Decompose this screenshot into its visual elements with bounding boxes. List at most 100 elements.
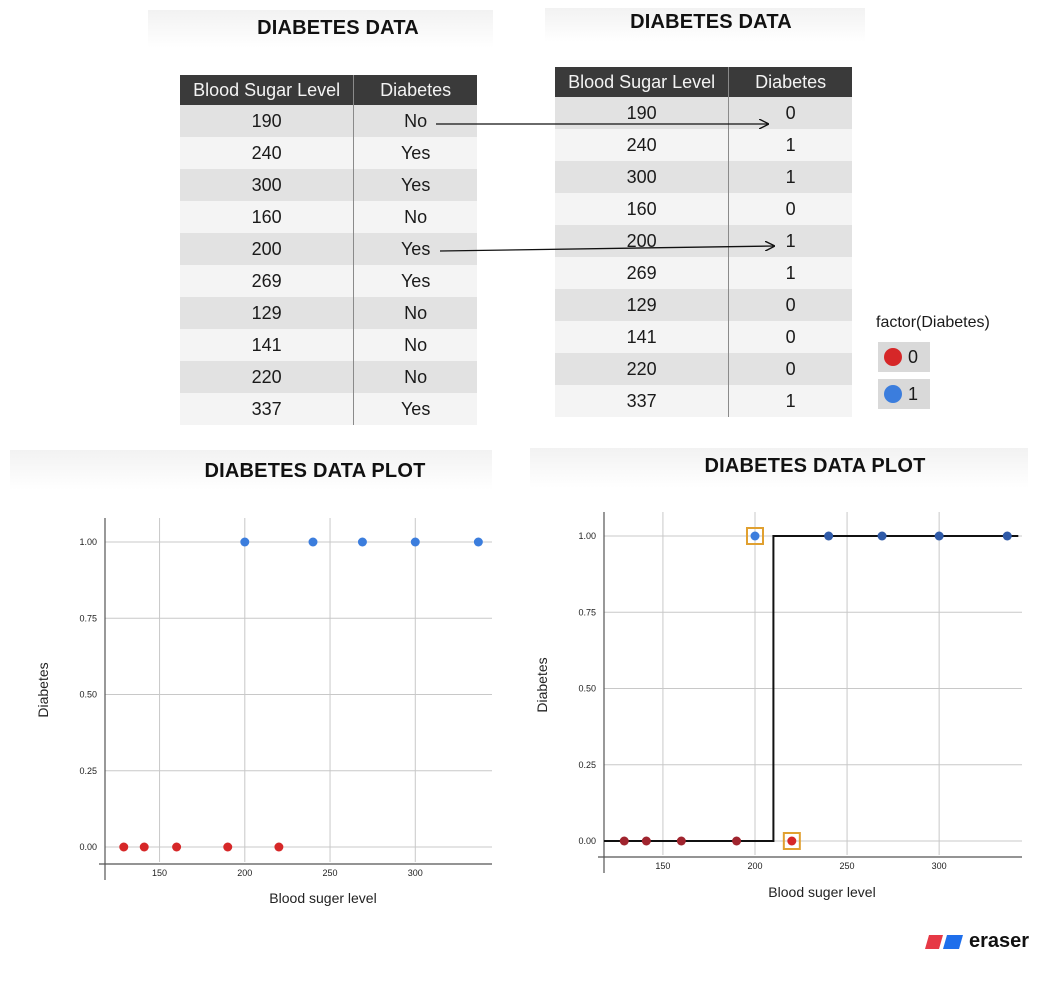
table-row: 129 No [180,297,477,329]
cell-sugar: 160 [180,201,355,233]
cell-diabetes: 1 [728,385,852,417]
data-point [732,836,742,846]
left-col-header-sugar: Blood Sugar Level [180,75,355,105]
right-table-title: DIABETES DATA [630,11,792,33]
y-tick-label: 0.75 [79,613,97,623]
table-row: 160 No [180,201,477,233]
right-col-header-diabetes: Diabetes [728,67,852,97]
decision-step-line [604,535,1019,842]
y-tick-label: 0.00 [79,842,97,852]
legend-label-1: 1 [908,383,919,404]
cell-sugar: 220 [180,361,355,393]
table-row: 220 No [180,361,477,393]
y-tick-label: 0.00 [578,836,596,846]
x-tick-label: 200 [237,868,252,878]
cell-sugar: 141 [555,321,730,353]
cell-sugar: 200 [555,225,730,257]
x-tick-label: 250 [840,861,855,871]
left-data-table: Blood Sugar Level Diabetes 190 No 240 Yes … [180,75,477,425]
cell-diabetes: No [353,201,477,233]
x-tick-label: 200 [747,861,762,871]
cell-sugar: 269 [180,265,355,297]
cell-diabetes: 0 [728,193,852,225]
highlight-box [782,832,801,850]
right-step-plot: 0.00 0.25 0.50 0.75 1.00 150 200 250 300 Blood su… [534,512,1022,900]
cell-sugar: 240 [555,129,730,161]
legend-swatch-1 [884,385,902,403]
left-plot-title: DIABETES DATA PLOT [204,460,426,482]
cell-diabetes: No [353,329,477,361]
table-row: 300 Yes [180,169,477,201]
data-point [119,842,129,852]
cell-diabetes: Yes [353,393,477,425]
data-point [676,836,686,846]
cell-sugar: 160 [555,193,730,225]
cell-diabetes: Yes [353,137,477,169]
cell-diabetes: No [353,361,477,393]
table-row: 269 1 [555,257,852,289]
data-point [934,531,944,541]
cell-diabetes: Yes [353,233,477,265]
cell-sugar: 220 [555,353,730,385]
highlight-box [745,527,764,545]
cell-diabetes: No [353,297,477,329]
cell-sugar: 200 [180,233,355,265]
cell-diabetes: No [353,105,477,137]
data-point [274,842,284,852]
cell-sugar: 300 [180,169,355,201]
data-point [172,842,182,852]
cell-sugar: 300 [555,161,730,193]
cell-sugar: 129 [555,289,730,321]
cell-diabetes: 1 [728,129,852,161]
data-point [641,836,651,846]
y-tick-label: 1.00 [79,537,97,547]
legend-item-0: 0 [878,342,930,372]
table-row: 141 0 [555,321,852,353]
table-row: 160 0 [555,193,852,225]
data-point [877,531,887,541]
legend-label-0: 0 [908,346,919,367]
data-point [223,842,233,852]
data-point [787,836,797,846]
x-tick-label: 150 [655,861,670,871]
cell-sugar: 141 [180,329,355,361]
table-row: 200 1 [555,225,852,257]
cell-sugar: 337 [555,385,730,417]
data-point [750,531,760,541]
x-tick-label: 300 [932,861,947,871]
x-axis-label: Blood suger level [269,890,376,906]
y-tick-label: 1.00 [578,531,596,541]
table-row: 240 Yes [180,137,477,169]
y-axis-label: Diabetes [35,662,51,717]
cell-diabetes: 0 [728,321,852,353]
right-plot-title: DIABETES DATA PLOT [704,455,926,477]
data-point [139,842,149,852]
table-row: 190 No [180,105,477,137]
data-point [357,537,367,547]
data-point [410,537,420,547]
data-point [473,537,483,547]
y-tick-label: 0.50 [79,690,97,700]
data-point [308,537,318,547]
cell-diabetes: Yes [353,265,477,297]
eraser-logo-icon [925,934,963,949]
data-point [1002,531,1012,541]
x-tick-label: 300 [408,868,423,878]
y-axis-label: Diabetes [534,657,550,712]
cell-sugar: 240 [180,137,355,169]
left-table-title: DIABETES DATA [257,17,419,39]
cell-sugar: 269 [555,257,730,289]
table-row: 269 Yes [180,265,477,297]
data-point [240,537,250,547]
y-tick-label: 0.25 [79,766,97,776]
y-tick-label: 0.75 [578,607,596,617]
table-row: 240 1 [555,129,852,161]
x-axis-label: Blood suger level [768,884,875,900]
table-row: 337 Yes [180,393,477,425]
right-col-header-sugar: Blood Sugar Level [555,67,730,97]
cell-diabetes: Yes [353,169,477,201]
x-tick-label: 250 [323,868,338,878]
table-row: 220 0 [555,353,852,385]
cell-diabetes: 1 [728,225,852,257]
